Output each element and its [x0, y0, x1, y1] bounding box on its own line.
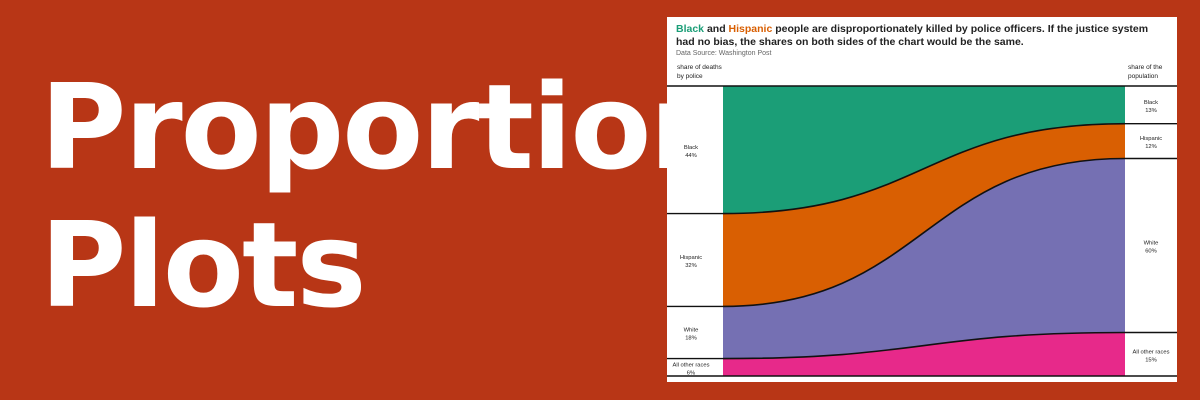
- proportion-chart: share of deaths by police share of the popu…: [667, 64, 1177, 377]
- left-label-white: White: [684, 328, 699, 334]
- band-hispanic: [723, 123, 1125, 307]
- chart-title-and: and: [704, 23, 729, 35]
- left-value-black: 44%: [685, 153, 697, 159]
- left-label-hispanic: Hispanic: [680, 255, 702, 261]
- flow-boundary-hispanic: [722, 122, 1126, 215]
- chart-title: Black and Hispanic people are disproport…: [676, 23, 1168, 49]
- chart-source: Data Source: Washington Post: [676, 50, 772, 57]
- right-header-line-1: share of the: [1128, 64, 1163, 71]
- band-white: [723, 158, 1125, 359]
- chart-title-black: Black: [676, 23, 705, 35]
- right-label-black: Black: [1144, 100, 1158, 106]
- chart-title-rest: people are disproportionately killed by …: [676, 23, 1149, 48]
- left-value-all-other-races: 6%: [687, 370, 695, 376]
- banner-title-line1: Proportion: [40, 58, 733, 196]
- left-label-all-other-races: All other races: [672, 362, 709, 368]
- chart-title-hispanic: Hispanic: [728, 23, 773, 35]
- flow-boundary-all-other-races: [722, 331, 1126, 360]
- right-value-hispanic: 12%: [1145, 144, 1157, 150]
- left-header-line-2: by police: [677, 73, 703, 80]
- banner-title-line2: Plots: [40, 196, 367, 334]
- right-value-black: 13%: [1145, 108, 1157, 114]
- flow-boundary-white: [722, 157, 1126, 308]
- right-label-white: White: [1144, 241, 1159, 247]
- chart-card: Black and Hispanic people are disproport…: [667, 17, 1177, 382]
- right-value-all-other-races: 15%: [1145, 357, 1157, 363]
- left-value-white: 18%: [685, 336, 697, 342]
- band-all-other-races: [723, 332, 1125, 376]
- right-label-all-other-races: All other races: [1132, 349, 1169, 355]
- left-header-line-1: share of deaths: [677, 64, 723, 71]
- right-value-white: 60%: [1145, 249, 1157, 255]
- right-label-hispanic: Hispanic: [1140, 136, 1162, 142]
- left-label-black: Black: [684, 145, 698, 151]
- right-header-line-2: population: [1128, 73, 1158, 80]
- left-value-hispanic: 32%: [685, 263, 697, 269]
- banner-title: Proportion Plots: [40, 58, 733, 334]
- band-black: [723, 86, 1125, 214]
